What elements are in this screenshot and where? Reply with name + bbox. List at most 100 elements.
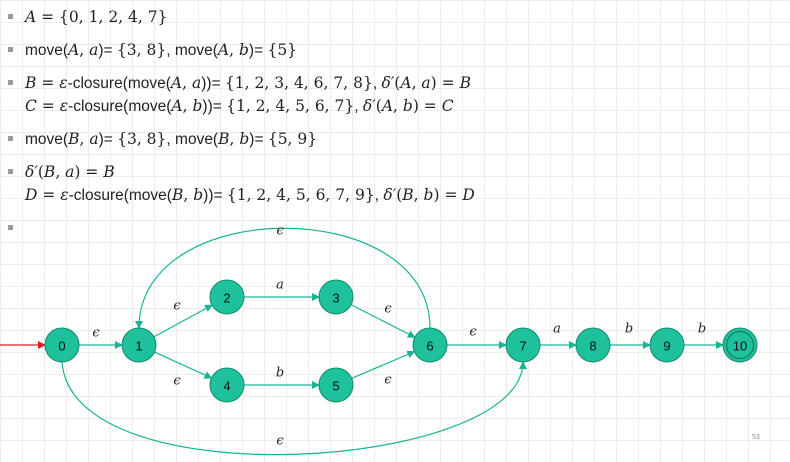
text-segment: ) = xyxy=(433,186,463,204)
bullet-marker xyxy=(8,136,13,141)
edge-label-6-7: ϵ xyxy=(469,325,477,340)
edge-label-5-6: ϵ xyxy=(384,373,392,388)
text-segment: A xyxy=(171,97,183,115)
bullet-line: move(A, a)= {3, 8}, move(A, b)= {5} xyxy=(25,39,778,62)
text-segment: , xyxy=(393,97,403,115)
text-segment: , xyxy=(183,186,194,204)
state-1: 1 xyxy=(121,327,157,363)
text-segment: -closure(move( xyxy=(67,75,171,92)
state-label-9: 9 xyxy=(663,339,670,354)
bullet-item: A = {0, 1, 2, 4, 7} xyxy=(8,6,778,29)
state-label-4: 4 xyxy=(223,379,230,394)
text-segment: = {0, 1, 2, 4, 7} xyxy=(36,8,168,26)
state-label-7: 7 xyxy=(519,339,526,354)
bullet-marker xyxy=(8,47,13,52)
text-segment: , xyxy=(79,41,90,59)
text-segment: )= xyxy=(249,131,268,148)
edge-label-9-10: b xyxy=(698,322,706,337)
edge-label-6-1: ϵ xyxy=(276,224,284,239)
state-7: 7 xyxy=(505,327,541,363)
text-segment: -closure(move( xyxy=(68,98,172,115)
text-segment: {1, 2, 3, 4, 6, 7, 8} xyxy=(224,74,373,92)
text-segment: ) = xyxy=(74,163,104,181)
text-segment: B xyxy=(103,163,115,181)
edge-label-4-5: b xyxy=(276,366,284,381)
bullet-line: B = ε-closure(move( A, a ))= {1, 2, 3, 4, … xyxy=(25,72,778,95)
bullet-line: A = {0, 1, 2, 4, 7} xyxy=(25,6,778,29)
text-segment: = xyxy=(36,74,60,92)
text-segment: b xyxy=(402,97,413,115)
text-segment: ε xyxy=(59,74,68,92)
text-segment: )= xyxy=(98,42,117,59)
text-segment: , xyxy=(79,130,90,148)
text-segment: B xyxy=(43,163,56,181)
text-segment: , xyxy=(229,41,239,59)
text-segment: ( xyxy=(396,186,403,204)
edge-label-0-7: ϵ xyxy=(276,434,284,449)
text-segment: B xyxy=(459,74,471,92)
edge-1-4 xyxy=(154,351,213,379)
text-segment: {3, 8} xyxy=(116,41,167,59)
text-segment: , xyxy=(374,187,384,204)
text-segment: ( xyxy=(375,97,382,115)
bullet-line: move(B, a)= {3, 8}, move(B, b)= {5, 9} xyxy=(25,128,778,151)
state-label-3: 3 xyxy=(332,291,339,306)
bullet-item: B = ε-closure(move(A, a))= {1, 2, 3, 4, … xyxy=(8,72,778,118)
bullet-item: move(B, a)= {3, 8}, move(B, b)= {5, 9} xyxy=(8,128,778,151)
state-6: 6 xyxy=(412,327,448,363)
text-segment: a xyxy=(421,74,431,92)
bullet-line: δ′(B, a) = B xyxy=(25,161,778,184)
bullet-line: D = ε-closure(move(B, b))= {1, 2, 4, 5, … xyxy=(25,184,778,207)
text-segment: C xyxy=(25,97,37,115)
text-segment: a xyxy=(65,163,75,181)
state-label-5: 5 xyxy=(332,379,339,394)
text-segment: , move( xyxy=(166,42,218,59)
text-segment: A xyxy=(400,74,412,92)
text-segment: = xyxy=(37,186,61,204)
page-number: 53 xyxy=(752,434,760,441)
bullet-marker xyxy=(8,169,13,174)
text-segment: , move( xyxy=(166,131,219,148)
state-label-1: 1 xyxy=(135,339,142,354)
text-segment: a xyxy=(89,41,99,59)
text-segment: {5} xyxy=(267,41,298,59)
text-segment: ))= xyxy=(201,75,225,92)
state-label-10: 10 xyxy=(733,339,747,354)
text-segment: A xyxy=(381,97,394,115)
text-segment: ε xyxy=(60,186,69,204)
text-segment: , xyxy=(182,74,192,92)
text-segment: ) = xyxy=(412,97,442,115)
edge-6-1 xyxy=(135,227,431,329)
text-segment: a xyxy=(89,130,99,148)
text-segment: δ′ xyxy=(383,186,397,204)
state-0: 0 xyxy=(44,327,80,363)
state-2: 2 xyxy=(209,279,245,315)
edge-label-7-8: a xyxy=(553,322,561,337)
text-segment: B xyxy=(171,186,184,204)
text-segment: , xyxy=(55,163,66,181)
text-segment: , xyxy=(354,98,363,115)
state-label-0: 0 xyxy=(58,339,65,354)
text-segment: , xyxy=(229,130,240,148)
text-segment: D xyxy=(462,186,475,204)
edge-5-6 xyxy=(351,350,416,379)
edge-label-1-2: ϵ xyxy=(173,299,181,314)
state-3: 3 xyxy=(318,279,354,315)
state-5: 5 xyxy=(318,367,354,403)
edge-label-1-4: ϵ xyxy=(173,374,181,389)
bullet-list: A = {0, 1, 2, 4, 7} move(A, a)= {3, 8}, m… xyxy=(8,6,778,240)
text-segment: ))= xyxy=(202,98,227,115)
edge-label-0-1: ϵ xyxy=(92,326,100,341)
state-label-6: 6 xyxy=(426,339,433,354)
text-segment: {5, 9} xyxy=(267,130,318,148)
text-segment: {3, 8} xyxy=(117,130,167,148)
text-segment: b xyxy=(239,130,250,148)
text-segment: δ′ xyxy=(362,97,376,115)
text-segment: A xyxy=(217,41,230,59)
state-label-2: 2 xyxy=(223,291,230,306)
state-label-8: 8 xyxy=(589,339,596,354)
edge-label-8-9: b xyxy=(625,322,633,337)
text-segment: , xyxy=(413,186,424,204)
edge-label-2-3: a xyxy=(276,278,284,293)
